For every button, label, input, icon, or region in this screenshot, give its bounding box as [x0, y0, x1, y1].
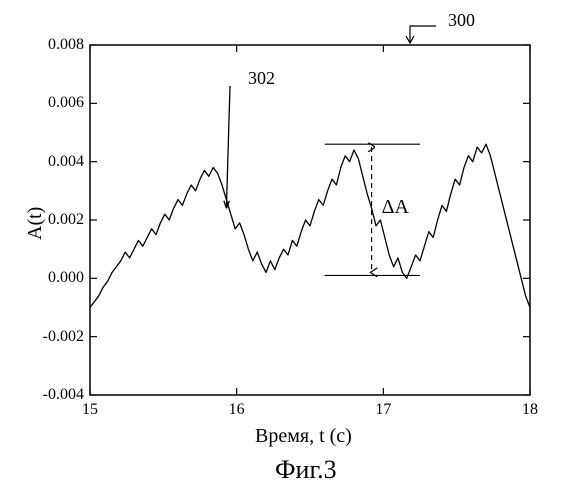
delta-amplitude-label: ΔA	[382, 196, 409, 219]
y-tick-label: -0.002	[34, 328, 84, 346]
x-axis-label-text: Время, t (с)	[255, 425, 352, 447]
figure-caption-text: Фиг.3	[275, 455, 337, 484]
y-tick-label: 0.008	[34, 36, 84, 54]
figure-wrapper: 300 302 ΔA A(t) Время, t (с) Фиг.3 15161…	[0, 0, 580, 500]
callout-302: 302	[248, 68, 275, 89]
y-tick-label: 0.000	[34, 269, 84, 287]
figure-caption: Фиг.3	[275, 455, 337, 485]
y-tick-label: 0.006	[34, 94, 84, 112]
y-tick-label: 0.002	[34, 211, 84, 229]
callout-300: 300	[448, 10, 475, 31]
x-tick-label: 18	[522, 401, 538, 419]
callout-300-label: 300	[448, 10, 475, 30]
x-tick-label: 17	[375, 401, 391, 419]
y-tick-label: 0.004	[34, 153, 84, 171]
y-tick-label: -0.004	[34, 386, 84, 404]
x-tick-label: 15	[82, 401, 98, 419]
callout-302-label: 302	[248, 68, 275, 88]
x-tick-label: 16	[229, 401, 245, 419]
x-axis-label: Время, t (с)	[255, 425, 352, 448]
delta-amplitude-text: ΔA	[382, 196, 409, 218]
